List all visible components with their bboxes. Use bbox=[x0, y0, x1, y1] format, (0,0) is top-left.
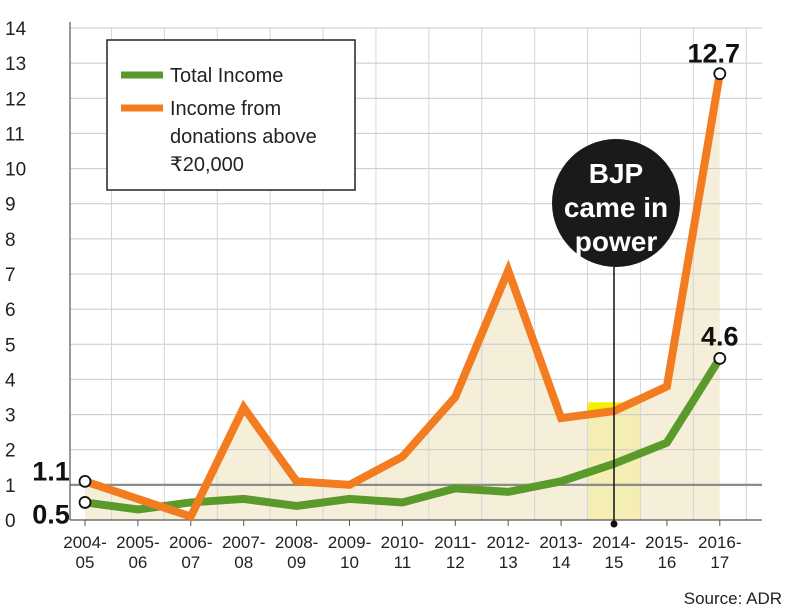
x-tick-label-line: 13 bbox=[499, 553, 518, 572]
x-tick-label-line: 2016- bbox=[698, 533, 741, 552]
x-tick-label-line: 07 bbox=[181, 553, 200, 572]
data-label-marker bbox=[78, 474, 92, 488]
x-tick-label: 2011-12 bbox=[434, 533, 476, 572]
y-tick-label: 7 bbox=[5, 265, 16, 286]
y-tick-label: 3 bbox=[5, 406, 16, 427]
x-tick-label-line: 16 bbox=[657, 553, 676, 572]
x-tick-label-line: 15 bbox=[605, 553, 624, 572]
annotation-pointer-dot bbox=[610, 520, 618, 528]
annotation-text: power bbox=[575, 226, 658, 257]
x-tick-label-line: 11 bbox=[394, 553, 412, 572]
x-tick-label-line: 14 bbox=[552, 553, 571, 572]
x-tick-label-line: 05 bbox=[76, 553, 95, 572]
data-label-layer: 1.1 0.5 12.7 4.6 bbox=[32, 39, 740, 530]
y-tick-label: 2 bbox=[5, 441, 16, 462]
y-tick-label: 10 bbox=[5, 160, 26, 181]
legend: Total Income Income from donations above ₹2… bbox=[106, 39, 356, 191]
x-tick-label: 2004-05 bbox=[63, 533, 106, 572]
x-tick-label-line: 2007- bbox=[222, 533, 265, 552]
y-tick-label: 12 bbox=[5, 89, 26, 110]
x-tick-label-line: 2014- bbox=[592, 533, 635, 552]
data-label: 12.7 bbox=[688, 39, 741, 69]
x-tick-label: 2005-06 bbox=[116, 533, 159, 572]
x-tick-label: 2009-10 bbox=[328, 533, 371, 572]
data-label-marker bbox=[713, 351, 727, 365]
y-tick-label: 1 bbox=[5, 476, 16, 497]
x-tick-label-line: 2006- bbox=[169, 533, 212, 552]
y-tick-label: 9 bbox=[5, 195, 16, 216]
x-tick-label-line: 08 bbox=[234, 553, 253, 572]
x-tick-label: 2014-15 bbox=[592, 533, 635, 572]
y-tick-label: 13 bbox=[5, 54, 26, 75]
x-tick-label-line: 2015- bbox=[645, 533, 688, 552]
y-tick-label: 8 bbox=[5, 230, 16, 251]
x-tick-label: 2012-13 bbox=[486, 533, 529, 572]
x-tick-label-line: 2008- bbox=[275, 533, 318, 552]
data-label: 1.1 bbox=[32, 456, 70, 486]
x-tick-label: 2008-09 bbox=[275, 533, 318, 572]
x-tick-label: 2010-11 bbox=[381, 533, 424, 572]
annotation-bubble bbox=[552, 139, 680, 267]
x-tick-label-line: 2010- bbox=[381, 533, 424, 552]
annotation-text: BJP bbox=[589, 158, 643, 189]
x-tick-label: 2015-16 bbox=[645, 533, 688, 572]
x-tick-label-line: 12 bbox=[446, 553, 465, 572]
x-tick-label-line: 2013- bbox=[539, 533, 582, 552]
data-label-marker bbox=[78, 496, 92, 509]
legend-label-total-income: Total Income bbox=[170, 65, 283, 87]
legend-label-line: Income from bbox=[170, 98, 281, 120]
x-tick-label-line: 09 bbox=[287, 553, 306, 572]
x-tick-label-line: 2011- bbox=[434, 533, 476, 552]
data-label: 0.5 bbox=[32, 499, 70, 529]
data-label-marker bbox=[713, 67, 727, 81]
y-tick-label: 0 bbox=[5, 511, 16, 532]
axis-layer: 012345678910111213142004-052005-062006-0… bbox=[5, 19, 762, 572]
data-label: 4.6 bbox=[701, 321, 739, 351]
x-tick-label: 2013-14 bbox=[539, 533, 582, 572]
x-tick-label-line: 17 bbox=[710, 553, 729, 572]
x-tick-label: 2006-07 bbox=[169, 533, 212, 572]
y-tick-label: 11 bbox=[5, 124, 25, 145]
y-tick-label: 6 bbox=[5, 300, 16, 321]
legend-label-line: ₹20,000 bbox=[170, 154, 244, 176]
x-tick-label-line: 10 bbox=[340, 553, 359, 572]
x-tick-label-line: 2012- bbox=[486, 533, 529, 552]
x-tick-label-line: 2005- bbox=[116, 533, 159, 552]
legend-label-line: donations above bbox=[170, 126, 317, 148]
x-tick-label: 2016-17 bbox=[698, 533, 741, 572]
y-tick-label: 4 bbox=[5, 370, 16, 391]
x-tick-label-line: 2004- bbox=[63, 533, 106, 552]
x-tick-label-line: 2009- bbox=[328, 533, 371, 552]
x-tick-label: 2007-08 bbox=[222, 533, 265, 572]
source-note: Source: ADR bbox=[684, 589, 782, 608]
annotation-text: came in bbox=[564, 192, 668, 223]
legend-box bbox=[106, 39, 356, 191]
y-tick-label: 5 bbox=[5, 335, 16, 356]
legend-label-donations: Income from donations above ₹20,000 bbox=[170, 98, 317, 176]
y-tick-label: 14 bbox=[5, 19, 27, 40]
x-tick-label-line: 06 bbox=[128, 553, 147, 572]
